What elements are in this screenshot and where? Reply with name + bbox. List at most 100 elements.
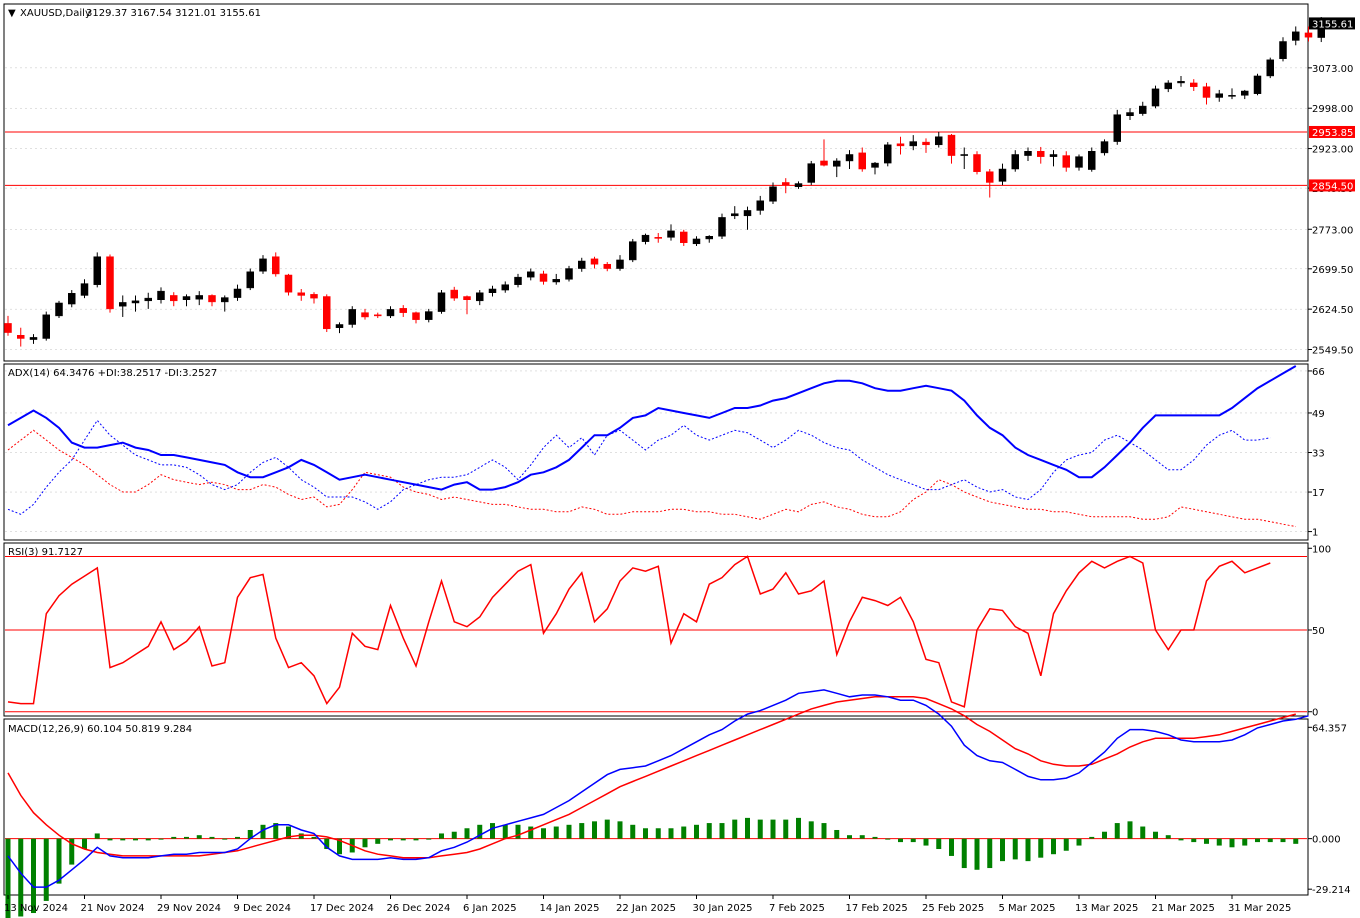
candle-body [641,234,650,242]
candle-body [909,141,917,147]
candle-body [998,168,1007,182]
macd-histogram-bar [56,838,62,884]
candle-body [476,292,484,302]
macd-histogram-bar [133,838,138,841]
candle-body [1292,31,1300,41]
candle-body [1177,81,1185,84]
macd-panel[interactable]: MACD(12,26,9) 60.104 50.819 9.284 64.357… [3,689,1351,918]
candle-body [794,183,803,188]
macd-histogram-bar [757,819,763,839]
macd-histogram-bar [1267,838,1273,843]
macd-histogram-bar [413,838,419,841]
macd-histogram-bar [388,838,393,841]
macd-histogram-bar [439,833,444,839]
date-label: 13 Nov 2024 [4,903,68,914]
candle-body [884,144,892,164]
date-label: 5 Mar 2025 [999,903,1056,914]
candle-body [1088,151,1096,170]
candle-body [743,210,752,217]
candle-body [1126,112,1134,117]
candle-body [348,309,356,325]
candle-body [896,143,905,147]
candle-body [68,293,76,305]
macd-histogram-bar [694,824,699,839]
macd-histogram-bar [82,838,87,850]
macd-histogram-bar [923,838,929,846]
rsi-panel[interactable]: RSI(3) 91.7127 100 50 0 [3,542,1331,719]
date-label: 6 Jan 2025 [463,903,517,914]
macd-histogram-bar [1280,838,1286,843]
macd-histogram-bar [617,821,623,839]
candle-body [1049,154,1058,157]
macd-histogram-bar [451,831,457,839]
candle-body [1190,82,1198,87]
candle-body [616,259,624,269]
last-price-tag-label: 3155.61 [1312,19,1353,30]
candle-body [1113,114,1121,142]
macd-histogram-bar [1293,838,1299,844]
candle-body [297,292,305,296]
macd-histogram-bar [1216,838,1222,846]
macd-histogram-bar [1204,838,1209,844]
candle-body [182,296,191,300]
candle-body [692,238,701,245]
candle-body [807,163,815,183]
macd-histogram-bar [375,838,381,844]
plus-di-line [7,419,1271,515]
macd-histogram-bar [974,838,980,870]
price-axis: 3073.002998.002923.002849.502773.002699.… [1308,17,1355,357]
candle-body [195,295,203,300]
candle-body [1228,95,1236,97]
macd-histogram-bar [961,838,967,869]
candle-body [629,241,637,261]
macd-histogram-bar [1242,838,1248,846]
candle-body [284,274,293,293]
macd-histogram-bar [209,836,215,839]
candle-body [845,154,854,162]
candle-body [259,258,267,272]
macd-histogram-bar [171,836,177,839]
date-label: 22 Jan 2025 [616,903,676,914]
macd-title: MACD(12,26,9) 60.104 50.819 9.284 [8,724,192,735]
candle-body [667,230,675,238]
macd-histogram-bar [783,819,789,839]
adx-axis-label: 66 [1312,367,1325,378]
macd-histogram-bar [145,838,151,841]
candle-body [718,217,726,237]
macd-histogram-bar [643,828,648,839]
adx-title: ADX(14) 64.3476 +DI:38.2517 -DI:3.2527 [8,368,217,379]
dropdown-triangle-icon[interactable]: ▼ [8,8,16,19]
macd-histogram-bar [107,838,113,841]
adx-panel[interactable]: ADX(14) 64.3476 +DI:38.2517 -DI:3.2527 6… [3,363,1325,541]
price-axis-label: 3073.00 [1312,64,1353,75]
macd-histogram-bar [859,835,865,839]
macd-histogram-bar [770,819,776,839]
candle-body [170,295,178,302]
macd-histogram-bar [337,838,342,855]
macd-histogram-bar [31,838,36,914]
macd-histogram-bar [579,823,585,839]
rsi-axis-label: 100 [1312,544,1331,555]
date-label: 17 Feb 2025 [846,903,908,914]
candle-body [246,271,254,289]
macd-histogram-bar [464,828,470,839]
price-panel[interactable]: ▼ XAUUSD,Daily 3129.37 3167.54 3121.01 3… [3,3,1355,362]
candle-body [1266,59,1274,77]
macd-histogram-bar [834,829,840,839]
candle-body [1164,82,1172,90]
candle-body [578,260,586,269]
candle-body [1215,93,1223,98]
macd-panel-frame [3,718,1309,896]
candle-body [131,300,140,304]
candle-body [208,295,216,303]
date-label: 17 Dec 2024 [310,903,374,914]
macd-histogram-bar [1000,838,1005,862]
price-axis-label: 2699.50 [1312,265,1353,276]
candle-body [858,152,866,170]
macd-histogram-bar [604,819,610,839]
adx-axis-label: 1 [1312,528,1318,539]
rsi-axis-label: 0 [1312,708,1318,719]
price-axis-label: 2624.50 [1312,305,1353,316]
price-axis-label: 2998.00 [1312,104,1353,115]
